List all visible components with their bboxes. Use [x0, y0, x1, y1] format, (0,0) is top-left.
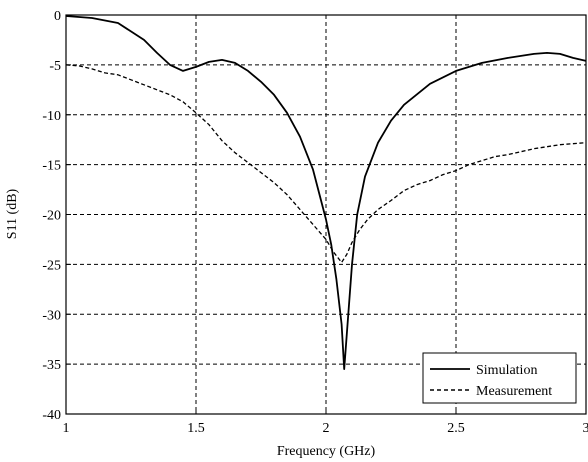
- x-tick-label: 3: [583, 421, 588, 436]
- x-tick-label: 2.5: [447, 421, 465, 436]
- ticks: 1 1.5 2 2.5 3 0 -5 -10 -15 -20 -25 -30 -35 -40: [42, 9, 588, 436]
- x-axis-label: Frequency (GHz): [277, 444, 376, 459]
- y-tick-label: -40: [42, 408, 61, 423]
- y-tick-label: -10: [42, 109, 61, 124]
- y-axis-label: S11 (dB): [5, 188, 20, 239]
- legend-box: [422, 352, 577, 404]
- y-tick-label: -20: [42, 209, 61, 224]
- y-tick-label: 0: [54, 9, 61, 24]
- x-tick-label: 1.5: [187, 421, 205, 436]
- y-tick-label: -25: [42, 258, 61, 273]
- grid: [66, 15, 586, 414]
- legend-simulation-label: Simulation: [476, 363, 537, 378]
- measurement-line: [65, 64, 587, 264]
- simulation-line: [65, 15, 587, 371]
- y-tick-label: -5: [49, 59, 61, 74]
- x-tick-label: 1: [63, 421, 70, 436]
- y-tick-label: -30: [42, 308, 61, 323]
- legend: Simulation Measurement: [422, 352, 577, 404]
- series-layer: [65, 15, 587, 371]
- x-tick-label: 2: [323, 421, 330, 436]
- y-tick-label: -15: [42, 159, 61, 174]
- y-tick-label: -35: [42, 358, 61, 373]
- legend-measurement-label: Measurement: [476, 384, 552, 399]
